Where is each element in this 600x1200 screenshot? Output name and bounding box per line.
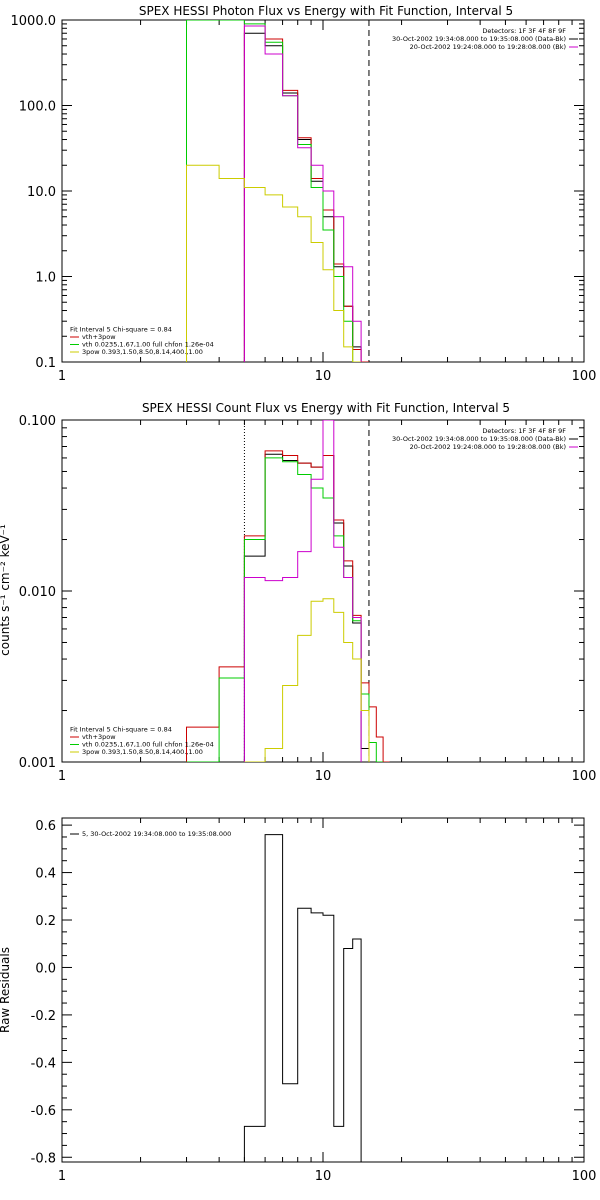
photon-flux-info-text: Detectors: 1F 3F 4F 8F 9F [482,27,566,35]
residuals-y-tick-label: -0.6 [31,1104,56,1119]
count-flux-y-tick-label: 0.100 [19,414,56,429]
photon-flux-y-tick-label: 1000.0 [11,14,57,29]
count-flux-info-text: Detectors: 1F 3F 4F 8F 9F [482,427,566,435]
photon-flux-panel: SPEX HESSI Photon Flux vs Energy with Fi… [11,4,597,384]
count-flux-legend-text: vth+3pow [82,733,116,741]
count-flux-ylabel: counts s⁻¹ cm⁻² keV⁻¹ [0,524,12,656]
count-flux-x-tick-label: 1 [58,769,66,784]
photon-flux-legend-text: Fit Interval 5 Chi-square = 0.84 [70,326,172,334]
residuals-legend-text: 5, 30-Oct-2002 19:34:08.000 to 19:35:08.… [82,830,231,838]
photon-flux-legend-text: vth 0.0235,1.67,1.00 full chfon 1.26e-04 [82,341,214,349]
residuals-y-tick-label: -0.2 [31,1009,56,1024]
residuals-x-tick-label: 1 [58,1169,66,1184]
photon-flux-series-line [186,20,362,362]
photon-flux-y-tick-label: 0.1 [35,356,56,371]
photon-flux-y-tick-label: 10.0 [27,185,56,200]
count-flux-info-text: 20-Oct-2002 19:24:08.000 to 19:28:08.000… [410,443,566,451]
count-flux-legend-text: 3pow 0.393,1.50,8.50,8.14,400.,1.00 [82,748,203,756]
residuals-y-tick-label: -0.8 [31,1151,56,1166]
residuals-y-tick-label: 0.0 [35,961,56,976]
photon-flux-legend-text: vth+3pow [82,333,116,341]
count-flux-y-tick-label: 0.010 [19,585,56,600]
residuals-series-line [243,834,369,1162]
count-flux-legend-text: vth 0.0235,1.67,1.00 full chfon 1.26e-04 [82,741,214,749]
photon-flux-title: SPEX HESSI Photon Flux vs Energy with Fi… [139,4,513,18]
residuals-y-tick-label: 0.6 [35,819,56,834]
count-flux-panel: SPEX HESSI Count Flux vs Energy with Fit… [0,401,596,784]
count-flux-series-line [186,457,384,762]
photon-flux-x-tick-label: 100 [572,369,597,384]
photon-flux-series-line [186,164,362,362]
count-flux-series-line [243,420,362,762]
count-flux-info-text: 30-Oct-2002 19:34:08.000 to 19:35:08.000… [392,435,566,443]
photon-flux-legend-text: 3pow 0.393,1.50,8.50,8.14,400.,1.00 [82,348,203,356]
count-flux-y-tick-label: 0.001 [19,756,56,771]
residuals-x-tick-label: 100 [572,1169,597,1184]
residuals-panel: Raw Residuals 1 10 100 0.6 0.4 0.2 0.0 -0.2 -0.4… [0,817,597,1184]
count-flux-series-line [244,598,370,762]
residuals-y-tick-label: 0.4 [35,867,56,882]
count-flux-x-tick-label: 100 [572,769,597,784]
photon-flux-x-tick-label: 10 [315,369,332,384]
photon-flux-y-tick-label: 100.0 [19,100,56,115]
photon-flux-info-text: 30-Oct-2002 19:34:08.000 to 19:35:08.000… [392,35,566,43]
photon-flux-info-text: 20-Oct-2002 19:24:08.000 to 19:28:08.000… [410,43,566,51]
count-flux-legend-text: Fit Interval 5 Chi-square = 0.84 [70,726,172,734]
residuals-y-tick-label: 0.2 [35,914,56,929]
photon-flux-series-line [243,25,362,362]
residuals-y-tick-label: -0.4 [31,1056,56,1071]
count-flux-x-tick-label: 10 [315,769,332,784]
residuals-x-tick-label: 10 [315,1169,332,1184]
photon-flux-y-tick-label: 1.0 [35,271,56,286]
photon-flux-x-tick-label: 1 [58,369,66,384]
residuals-ylabel: Raw Residuals [0,947,12,1033]
count-flux-title: SPEX HESSI Count Flux vs Energy with Fit… [142,401,510,415]
